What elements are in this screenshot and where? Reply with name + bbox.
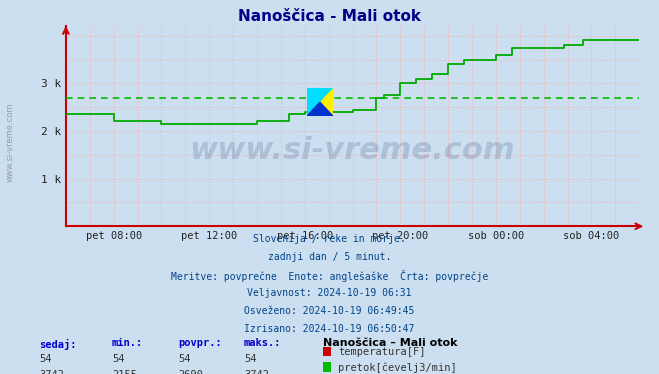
Text: povpr.:: povpr.: xyxy=(178,338,221,349)
Text: 3742: 3742 xyxy=(40,370,65,374)
Text: Slovenija / reke in morje.: Slovenija / reke in morje. xyxy=(253,234,406,244)
Text: min.:: min.: xyxy=(112,338,143,349)
Text: Veljavnost: 2024-10-19 06:31: Veljavnost: 2024-10-19 06:31 xyxy=(247,288,412,298)
Text: Izrisano: 2024-10-19 06:50:47: Izrisano: 2024-10-19 06:50:47 xyxy=(244,324,415,334)
Text: Meritve: povprečne  Enote: anglešaške  Črta: povprečje: Meritve: povprečne Enote: anglešaške Črt… xyxy=(171,270,488,282)
Text: zadnji dan / 5 minut.: zadnji dan / 5 minut. xyxy=(268,252,391,262)
Text: Osveženo: 2024-10-19 06:49:45: Osveženo: 2024-10-19 06:49:45 xyxy=(244,306,415,316)
Polygon shape xyxy=(306,88,333,116)
Text: 54: 54 xyxy=(178,354,190,364)
Text: 54: 54 xyxy=(40,354,52,364)
Text: www.si-vreme.com: www.si-vreme.com xyxy=(5,102,14,182)
Text: maks.:: maks.: xyxy=(244,338,281,349)
Polygon shape xyxy=(306,102,333,116)
Text: www.si-vreme.com: www.si-vreme.com xyxy=(190,136,515,165)
Text: 3742: 3742 xyxy=(244,370,269,374)
Text: temperatura[F]: temperatura[F] xyxy=(338,347,426,357)
Polygon shape xyxy=(306,88,333,116)
Text: 54: 54 xyxy=(112,354,125,364)
Text: 54: 54 xyxy=(244,354,256,364)
Text: Nanoščica – Mali otok: Nanoščica – Mali otok xyxy=(323,338,457,349)
Text: Nanoščica - Mali otok: Nanoščica - Mali otok xyxy=(238,9,421,24)
Text: pretok[čevelj3/min]: pretok[čevelj3/min] xyxy=(338,363,457,373)
Text: 2155: 2155 xyxy=(112,370,137,374)
Text: 2690: 2690 xyxy=(178,370,203,374)
Text: sedaj:: sedaj: xyxy=(40,338,77,349)
